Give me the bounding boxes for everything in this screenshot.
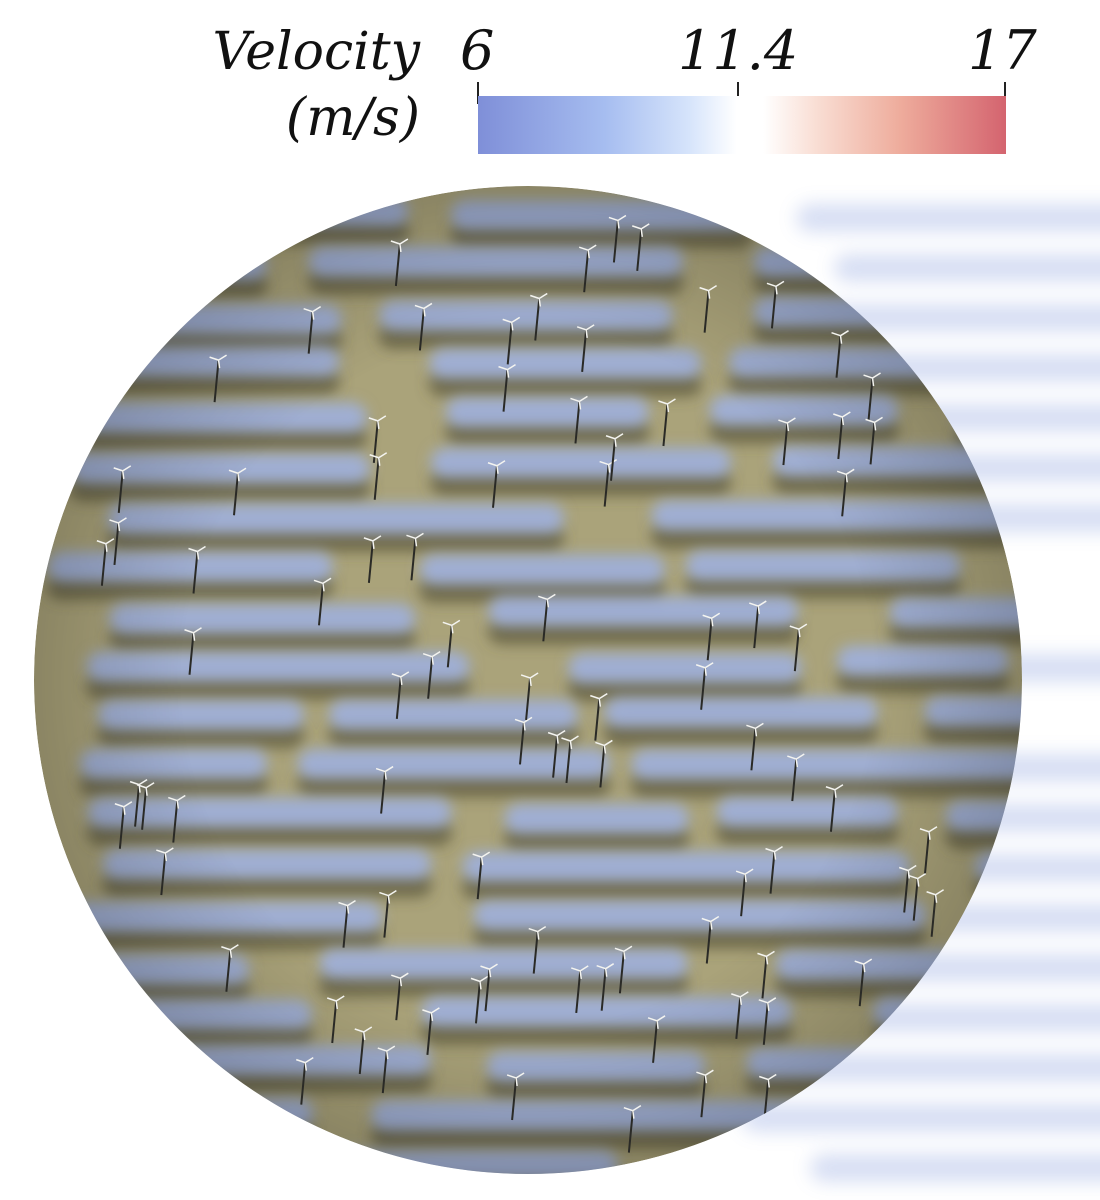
wind-turbine-icon: [188, 545, 206, 594]
wind-turbine-icon: [338, 899, 356, 948]
wind-turbine-icon: [502, 316, 521, 365]
wind-turbine-icon: [787, 753, 805, 802]
wind-turbine-icon: [113, 465, 132, 513]
wind-turbine-icon: [561, 735, 579, 784]
wind-turbine-icon: [377, 1045, 396, 1094]
wind-turbine-icon: [825, 784, 844, 832]
wind-turbine-icon: [109, 517, 127, 566]
colorbar-min-label: 6: [460, 19, 495, 82]
wind-turbine-icon: [833, 411, 851, 460]
legend-title: Velocity: [212, 22, 420, 82]
wind-turbine-icon: [375, 765, 394, 814]
wind-turbine-icon: [701, 915, 720, 964]
wind-turbine-icon: [831, 330, 849, 378]
wind-turbine-icon: [442, 619, 461, 668]
wind-turbine-icon: [696, 1069, 714, 1118]
wind-turbine-icon: [156, 847, 174, 896]
wind-turbine-icon: [749, 600, 767, 649]
wind-turbine-icon: [608, 214, 627, 263]
wind-turbine-icon: [369, 452, 388, 500]
wind-turbine-icon: [570, 395, 588, 444]
wind-turbine-icon: [926, 889, 944, 937]
wind-turbine-icon: [919, 826, 938, 874]
wind-turbine-icon: [789, 623, 808, 672]
wind-turbine-icon: [576, 324, 595, 372]
wind-turbine-icon: [547, 729, 566, 778]
wind-turbine-icon: [391, 671, 410, 719]
wind-turbine-icon: [506, 1072, 525, 1121]
wind-turbine-icon: [487, 460, 506, 508]
wind-turbine-icon: [168, 794, 186, 843]
wind-turbine-icon: [114, 801, 133, 849]
wind-turbine-icon: [614, 945, 633, 994]
wind-turbine-icon: [571, 965, 589, 1014]
wind-turbine-icon: [758, 997, 777, 1045]
wind-turbine-icon: [96, 538, 115, 586]
wind-turbine-icon: [863, 372, 881, 421]
wind-turbine-icon: [379, 889, 397, 938]
wind-turbine-icon: [520, 672, 539, 721]
wind-turbine-icon: [470, 975, 489, 1024]
wind-turbine-icon: [363, 535, 382, 583]
wind-turbine-icon: [538, 593, 556, 642]
wind-turbine-icon: [623, 1105, 642, 1153]
wind-turbine-icon: [184, 627, 202, 675]
wind-turbine-icon: [480, 963, 498, 1012]
wind-turbine-icon: [228, 467, 247, 516]
colorbar-max-label: 17: [968, 19, 1037, 82]
wind-turbine-icon: [757, 950, 775, 999]
wind-turbine-icon: [647, 1015, 666, 1063]
wind-turbine-icon: [765, 845, 783, 894]
wind-turbine-icon: [735, 868, 754, 917]
wind-turbine-icon: [766, 280, 785, 329]
colorbar-min-tick: [477, 82, 479, 104]
wind-turbine-icon: [590, 692, 608, 741]
wind-turbine-icon: [390, 238, 409, 287]
wind-turbine-icon: [695, 662, 714, 710]
wind-turbine-icon: [136, 782, 155, 830]
wind-turbine-icon: [595, 739, 613, 788]
legend-unit: (m/s): [285, 88, 420, 148]
wind-turbine-icon: [605, 433, 624, 481]
wind-turbine-icon: [702, 612, 721, 661]
wind-turbine-icon: [472, 851, 491, 900]
wind-turbine-icon: [631, 223, 650, 271]
wind-turbine-icon: [836, 468, 855, 517]
turbine-array: [96, 214, 944, 1153]
wind-turbine-icon: [528, 925, 547, 974]
wind-turbine-icon: [422, 1007, 440, 1055]
wind-turbine-icon: [498, 363, 516, 412]
wind-turbine-icon: [658, 398, 676, 447]
colorbar-mid-tick: [737, 82, 739, 104]
wind-turbine-icon: [209, 354, 227, 403]
colorbar-max-tick: [1004, 82, 1006, 104]
wind-turbine-icon: [391, 972, 409, 1021]
wind-turbine-icon: [699, 285, 717, 333]
wind-turbine-icon: [296, 1056, 314, 1105]
wind-turbine-icon: [514, 716, 533, 765]
wind-turbine-icon: [221, 944, 239, 992]
wind-turbine-icon: [530, 292, 548, 341]
wind-turbine-icon: [865, 416, 883, 465]
wind-turbine-icon: [596, 963, 615, 1011]
wind-turbine-icon: [854, 958, 873, 1007]
wind-turbine-icon: [578, 244, 597, 293]
wind-turbine-icon: [422, 651, 441, 699]
wind-turbine-icon: [778, 417, 796, 466]
wind-turbine-icon: [326, 995, 345, 1044]
wind-turbine-icon: [313, 577, 332, 626]
wind-turbine-icon: [898, 864, 917, 913]
wind-turbine-icon: [354, 1026, 373, 1075]
wind-turbine-icon: [406, 532, 424, 581]
wind-turbine-icon: [908, 872, 927, 921]
wind-turbine-icon: [303, 306, 322, 354]
wind-turbine-icon: [731, 991, 749, 1039]
colorbar-mid-label: 11.4: [678, 19, 799, 82]
wind-turbine-icon: [414, 302, 433, 351]
wind-turbine-icon: [746, 722, 764, 771]
velocity-colorbar: [478, 96, 1006, 154]
